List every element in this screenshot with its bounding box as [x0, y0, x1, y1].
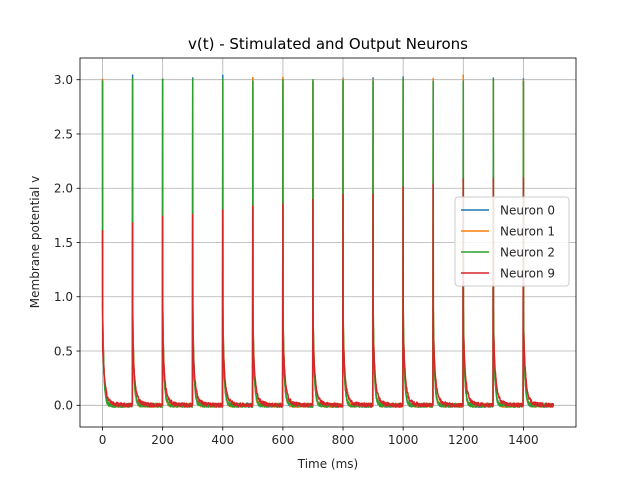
legend-label: Neuron 1: [500, 224, 555, 238]
legend-label: Neuron 9: [500, 266, 555, 280]
x-tick-label: 0: [99, 433, 107, 447]
chart-title: v(t) - Stimulated and Output Neurons: [188, 35, 468, 53]
y-tick-label: 1.0: [54, 290, 73, 304]
legend-items: Neuron 0 Neuron 1 Neuron 2 Neuron 9: [461, 203, 555, 280]
legend-box: [454, 196, 570, 287]
legend-label: Neuron 0: [500, 203, 555, 217]
y-axis-title: Membrane potential v: [28, 176, 42, 308]
series-lines: [101, 74, 555, 408]
x-tick-label: 1400: [508, 433, 539, 447]
x-tick-label: 200: [151, 433, 174, 447]
x-axis-title: Time (ms): [297, 457, 359, 471]
x-tick-label: 1000: [388, 433, 419, 447]
x-axis: 0 200 400 600 800 1000 1200 1400: [99, 427, 539, 447]
series-line-neuron-9: [101, 177, 555, 408]
legend-label: Neuron 2: [500, 245, 555, 259]
y-tick-label: 2.0: [54, 182, 73, 196]
y-tick-label: 1.5: [54, 236, 73, 250]
y-tick-label: 2.5: [54, 127, 73, 141]
x-tick-label: 400: [211, 433, 234, 447]
x-tick-label: 600: [271, 433, 294, 447]
x-tick-label: 1200: [448, 433, 479, 447]
y-tick-label: 3.0: [54, 73, 73, 87]
x-tick-label: 800: [332, 433, 355, 447]
y-axis: 0.0 0.5 1.0 1.5 2.0 2.5 3.0: [54, 73, 80, 413]
y-tick-label: 0.5: [54, 344, 73, 358]
y-tick-label: 0.0: [54, 399, 73, 413]
legend: Neuron 0 Neuron 1 Neuron 2 Neuron 9: [454, 196, 570, 287]
